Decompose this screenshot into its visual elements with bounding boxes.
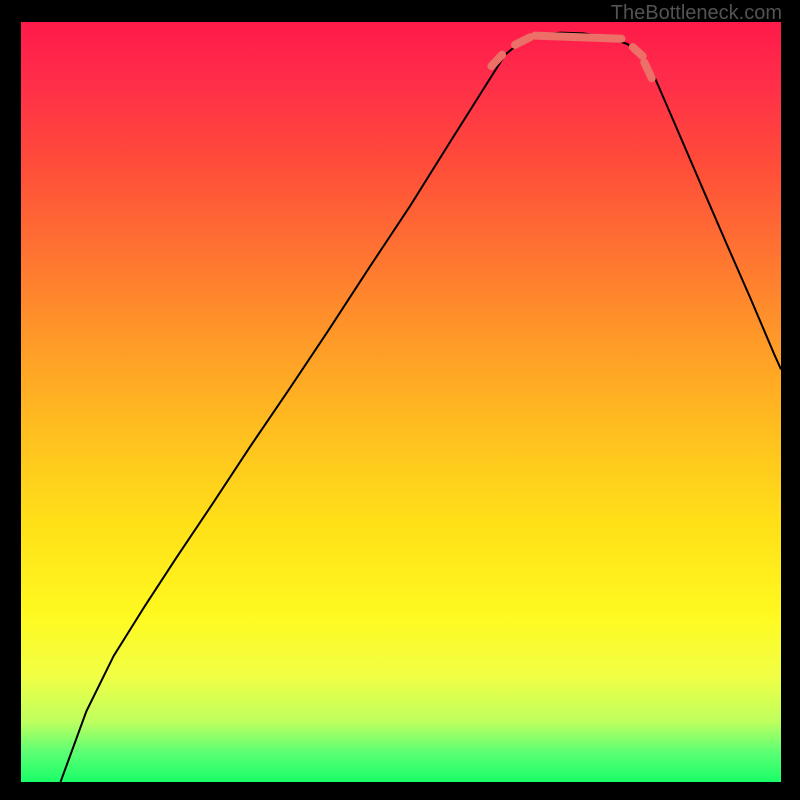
curve-marker-segment xyxy=(515,37,530,45)
curve-marker-segment xyxy=(491,55,502,66)
curve-marker-segment xyxy=(633,47,643,56)
bottleneck-curve-svg xyxy=(21,22,781,782)
curve-marker-segment xyxy=(644,62,652,78)
plot-area xyxy=(21,22,781,782)
curve-marker-segment xyxy=(535,36,622,39)
curve-markers xyxy=(491,36,651,79)
watermark-text: TheBottleneck.com xyxy=(611,2,782,25)
bottleneck-curve xyxy=(61,33,781,782)
